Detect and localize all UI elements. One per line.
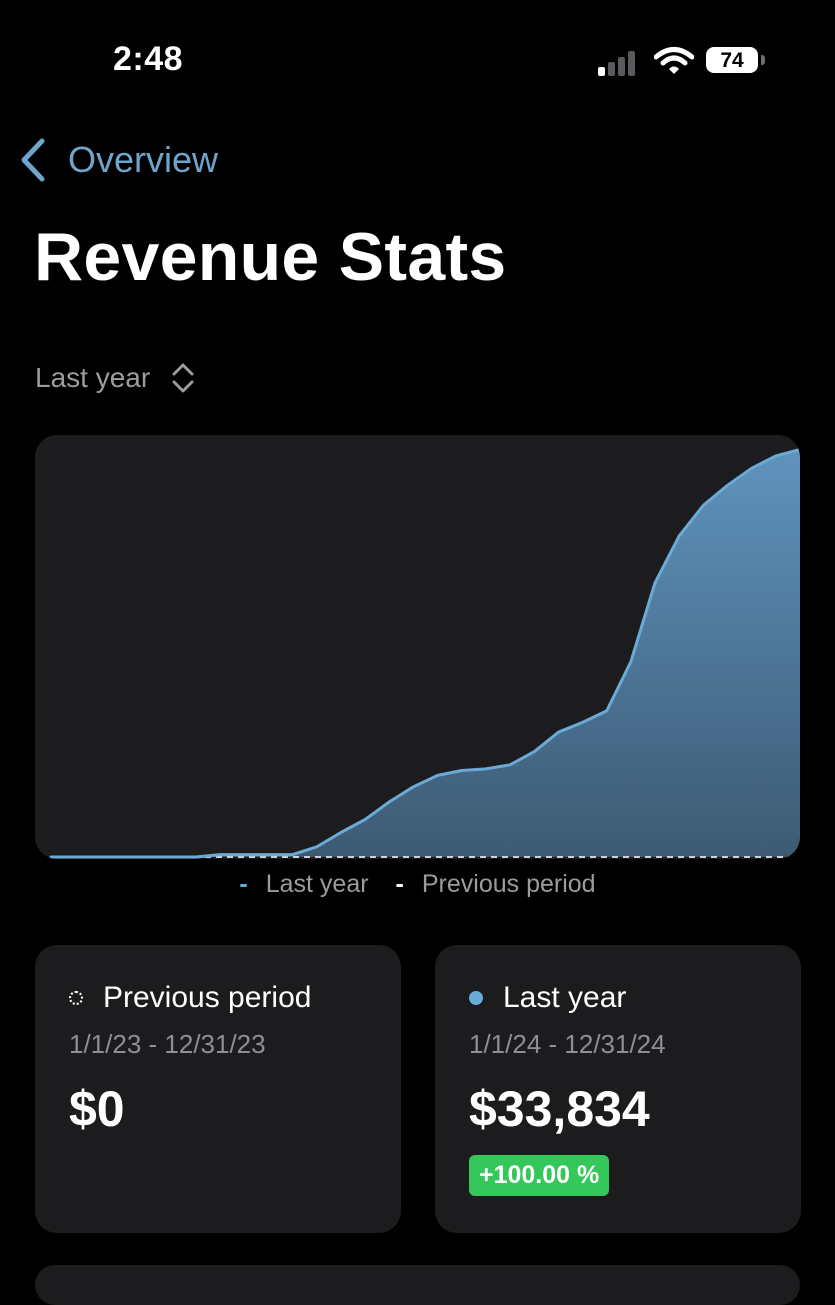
previous-period-label: Previous period	[103, 981, 312, 1014]
period-selector-value: Last year	[35, 362, 151, 393]
last-year-range: 1/1/24 - 12/31/24	[469, 1029, 666, 1059]
back-button-label: Overview	[68, 139, 219, 180]
last-year-line	[49, 447, 800, 859]
previous-period-range: 1/1/23 - 12/31/23	[69, 1029, 266, 1059]
last-year-amount: $33,834	[469, 1081, 650, 1137]
last-year-label: Last year	[503, 981, 627, 1014]
previous-period-dot-icon	[69, 991, 83, 1005]
next-card	[35, 1265, 800, 1305]
cellular-signal-icon	[598, 50, 642, 76]
battery-level: 74	[706, 47, 758, 73]
back-button[interactable]: Overview	[18, 135, 218, 185]
legend-item-previous-period: - Previous period	[395, 870, 596, 898]
previous-period-amount: $0	[69, 1081, 125, 1137]
period-selector[interactable]: Last year	[35, 360, 196, 396]
previous-period-card[interactable]: Previous period 1/1/23 - 12/31/23 $0	[35, 945, 401, 1233]
page-title: Revenue Stats	[34, 219, 507, 295]
revenue-chart	[35, 435, 800, 859]
change-badge: +100.00 %	[469, 1155, 610, 1196]
wifi-icon	[654, 47, 694, 74]
last-year-area	[51, 449, 800, 857]
last-year-header: Last year	[469, 981, 626, 1015]
chevron-left-icon	[21, 138, 45, 182]
revenue-area-chart	[49, 447, 800, 859]
chevron-up-down-icon	[172, 363, 194, 393]
legend-label-last-year: Last year	[265, 870, 369, 898]
battery-icon: 74	[706, 47, 768, 77]
last-year-dot-icon	[469, 991, 483, 1005]
legend-item-last-year: - Last year	[239, 870, 369, 898]
status-bar: 2:48 74	[0, 0, 835, 120]
previous-period-header: Previous period	[69, 981, 311, 1015]
last-year-card[interactable]: Last year 1/1/24 - 12/31/24 $33,834 +100…	[435, 945, 801, 1233]
chart-legend: - Last year - Previous period	[0, 870, 835, 899]
status-time: 2:48	[113, 40, 184, 78]
legend-label-previous-period: Previous period	[421, 870, 596, 898]
